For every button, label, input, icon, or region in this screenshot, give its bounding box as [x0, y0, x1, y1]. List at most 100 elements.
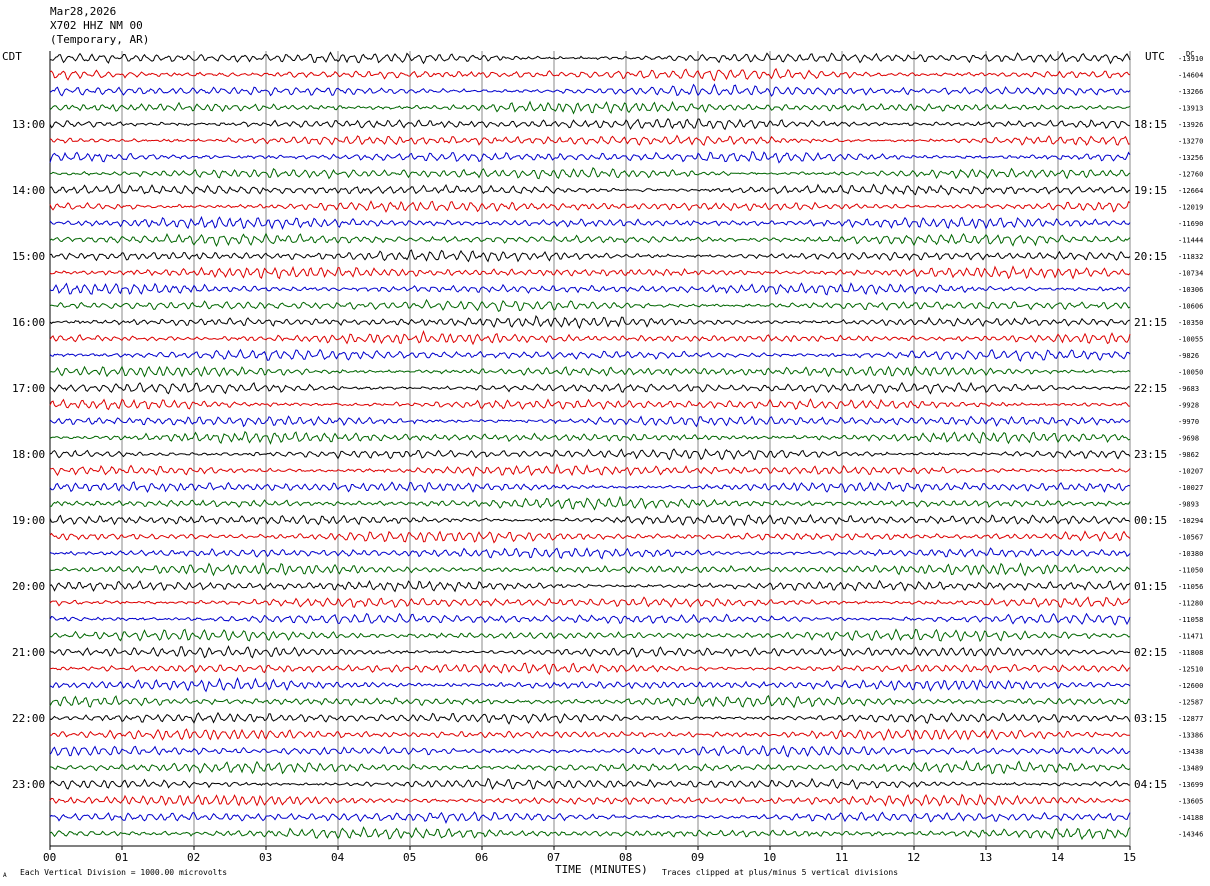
x-tick-label: 05	[403, 851, 416, 864]
x-tick-label: 15	[1123, 851, 1136, 864]
x-tick-label: 14	[1051, 851, 1065, 864]
seismic-trace	[49, 167, 1131, 180]
dc-offset-label: -12600	[1178, 682, 1203, 690]
seismic-trace	[49, 282, 1131, 296]
cdt-hour-label: 21:00	[12, 646, 45, 659]
seismic-trace	[49, 232, 1131, 248]
seismic-trace	[49, 596, 1131, 608]
utc-hour-label: 20:15	[1134, 250, 1167, 263]
dc-offset-label: -9893	[1178, 501, 1199, 509]
x-tick-label: 04	[331, 851, 345, 864]
x-tick-label: 13	[979, 851, 992, 864]
station-code: X702 HHZ NM 00	[50, 19, 143, 32]
seismic-trace	[49, 759, 1131, 775]
dc-offset-label: -14346	[1178, 831, 1203, 839]
cdt-hour-label: 19:00	[12, 514, 45, 527]
x-axis-label: TIME (MINUTES)	[555, 863, 648, 876]
dc-offset-label: -13438	[1178, 748, 1203, 756]
utc-hour-label: 01:15	[1134, 580, 1167, 593]
dc-offset-label: -11444	[1178, 237, 1203, 245]
utc-hour-label: 19:15	[1134, 184, 1167, 197]
dc-offset-label: -9970	[1178, 418, 1199, 426]
clip-note: Traces clipped at plus/minus 5 vertical …	[662, 868, 899, 877]
dc-offset-label: -14188	[1178, 814, 1203, 822]
dc-offset-label: -10350	[1178, 319, 1203, 327]
seismic-trace	[49, 628, 1131, 643]
cdt-hour-label: 23:00	[12, 778, 45, 791]
dc-offset-label: -9862	[1178, 451, 1199, 459]
seismic-trace	[49, 793, 1131, 808]
seismic-trace	[49, 249, 1131, 263]
utc-hour-label: 03:15	[1134, 712, 1167, 725]
utc-hour-label: 23:15	[1134, 448, 1167, 461]
dc-offset-label: -10567	[1178, 534, 1203, 542]
dc-offset-label: -11050	[1178, 567, 1203, 575]
seismic-trace	[49, 811, 1131, 824]
seismic-trace	[49, 365, 1131, 378]
dc-offset-label: -11058	[1178, 616, 1203, 624]
utc-hour-label: 18:15	[1134, 118, 1167, 131]
dc-offset-label: -13699	[1178, 781, 1203, 789]
seismic-trace	[49, 579, 1131, 593]
dc-offset-label: -13256	[1178, 154, 1203, 162]
dc-offset-label: -12664	[1178, 187, 1203, 195]
x-tick-label: 11	[835, 851, 848, 864]
seismic-trace	[49, 777, 1131, 790]
dc-offset-label: -11280	[1178, 600, 1203, 608]
x-tick-label: 10	[763, 851, 776, 864]
right-axis-label: UTC	[1145, 50, 1165, 63]
seismic-trace	[49, 134, 1131, 147]
dc-offset-label: -11690	[1178, 220, 1203, 228]
seismic-trace	[49, 694, 1131, 709]
dc-offset-label: -9683	[1178, 385, 1199, 393]
grid-lines	[49, 51, 1131, 847]
dc-offset-label: -11808	[1178, 649, 1203, 657]
cdt-hour-label: 16:00	[12, 316, 45, 329]
dc-offset-label: -13266	[1178, 88, 1203, 96]
seismic-trace	[49, 463, 1131, 477]
seismic-trace	[49, 118, 1131, 131]
cdt-hour-label: 22:00	[12, 712, 45, 725]
dc-offset-label: -13386	[1178, 732, 1203, 740]
dc-offset-label: -10055	[1178, 336, 1203, 344]
dc-offset-label: -13270	[1178, 138, 1203, 146]
seismic-trace	[49, 83, 1131, 97]
seismic-trace	[49, 645, 1131, 659]
x-tick-label: 09	[691, 851, 704, 864]
dc-offset-label: -13926	[1178, 121, 1203, 129]
x-tick-label: 08	[619, 851, 632, 864]
seismic-trace	[49, 298, 1131, 312]
cdt-hour-label: 17:00	[12, 382, 45, 395]
seismic-trace	[49, 151, 1131, 164]
dc-offset-label: -14604	[1178, 72, 1203, 80]
utc-hour-label: 00:15	[1134, 514, 1167, 527]
x-tick-label: 02	[187, 851, 200, 864]
seismic-trace	[49, 711, 1131, 725]
dc-offset-label: -13913	[1178, 105, 1203, 113]
dc-label: DC	[1186, 50, 1194, 58]
seismic-trace	[49, 530, 1131, 544]
utc-hour-label: 21:15	[1134, 316, 1167, 329]
trace-lines	[49, 51, 1131, 841]
x-tick-label: 07	[547, 851, 560, 864]
seismic-trace	[49, 612, 1131, 626]
cdt-hour-label: 18:00	[12, 448, 45, 461]
seismic-trace	[49, 381, 1131, 395]
seismic-trace	[49, 561, 1131, 577]
seismic-trace	[49, 826, 1131, 841]
seismic-trace	[49, 183, 1131, 196]
cdt-hour-label: 14:00	[12, 184, 45, 197]
dc-offset-labels: -13910 -14604 -13266 -13913 -13926 -13270 -132…	[1178, 55, 1203, 839]
seismic-trace	[49, 662, 1131, 676]
seismic-trace	[49, 51, 1131, 65]
dc-offset-label: -9826	[1178, 352, 1199, 360]
x-tick-label: 00	[43, 851, 56, 864]
right-hour-labels: 18:15 19:15 20:15 21:15 22:15 23:15 00:15 01:15…	[1134, 118, 1167, 791]
dc-offset-label: -12760	[1178, 171, 1203, 179]
dc-offset-label: -12510	[1178, 666, 1203, 674]
cdt-hour-label: 20:00	[12, 580, 45, 593]
seismic-trace	[49, 728, 1130, 742]
dc-offset-label: -10306	[1178, 286, 1203, 294]
dc-offset-label: -13489	[1178, 765, 1203, 773]
